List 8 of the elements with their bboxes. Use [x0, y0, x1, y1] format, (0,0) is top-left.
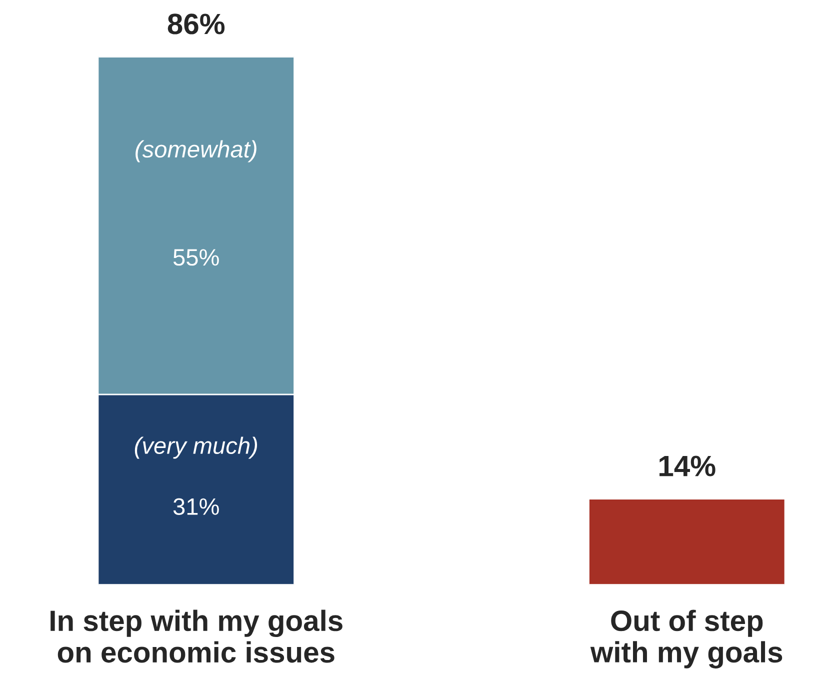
data-label: 31%: [173, 498, 219, 515]
data-label: 55%: [173, 249, 219, 266]
total-label: 14%: [660, 456, 716, 476]
series-label: (very much): [134, 436, 258, 459]
total-label: 86%: [168, 14, 225, 34]
x-tick-label: Out of step with my goals: [590, 610, 782, 668]
series-label: (somewhat): [136, 140, 256, 162]
x-tick-label: In step with my goals on economic issues: [50, 610, 342, 663]
